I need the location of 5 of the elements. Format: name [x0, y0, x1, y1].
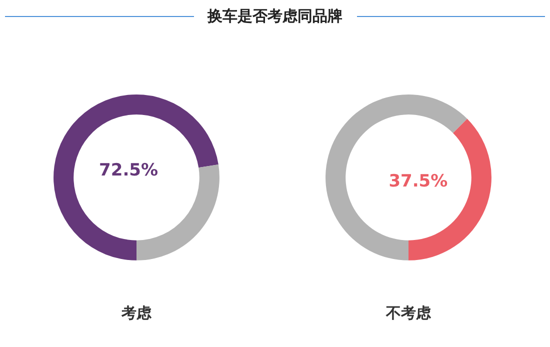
slice-label: 不考虑	[385, 304, 432, 322]
data-label: 37.5%	[388, 172, 448, 192]
slice-label: 考虑	[120, 304, 152, 322]
text: 换车是否考虑同品牌	[206, 6, 344, 27]
data-label: 72.5%	[99, 160, 158, 180]
